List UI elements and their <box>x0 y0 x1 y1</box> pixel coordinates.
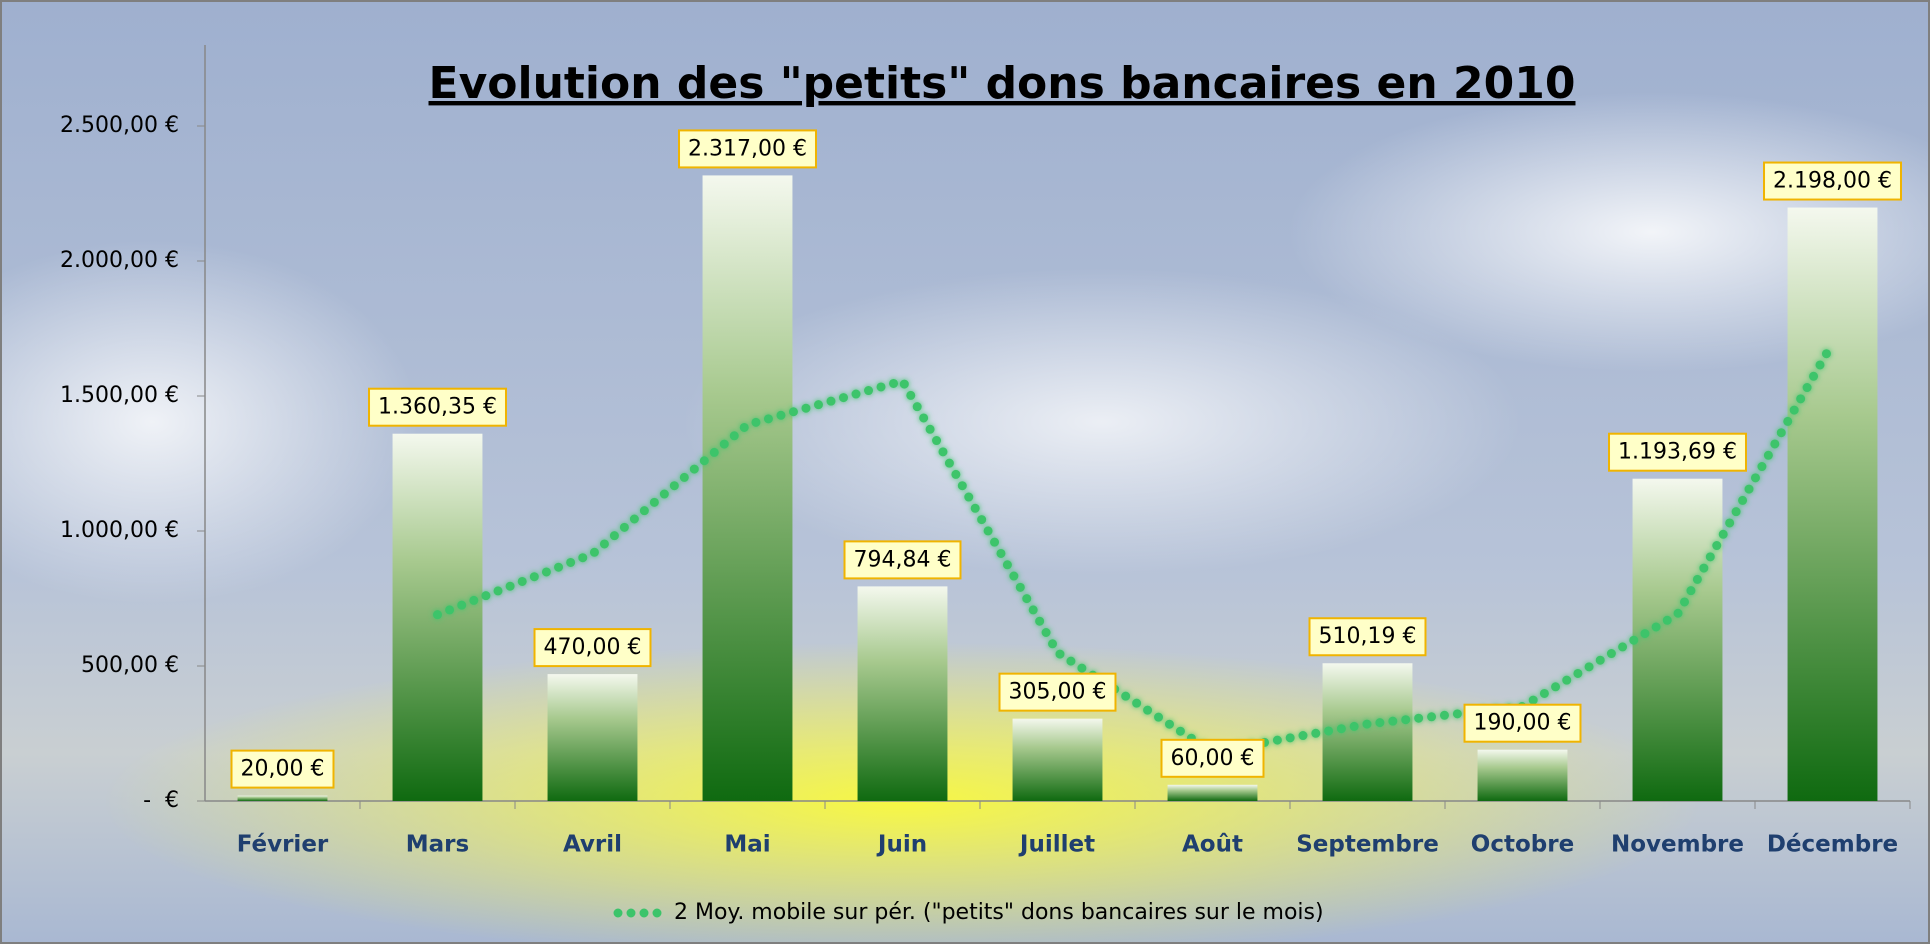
chart-area: Evolution des "petits" dons bancaires en… <box>0 0 1930 944</box>
x-tick-label: Septembre <box>1296 832 1439 858</box>
bar <box>1478 750 1568 801</box>
value-label-text: 60,00 € <box>1171 746 1255 771</box>
bar <box>1323 663 1413 801</box>
value-label: 470,00 € <box>535 629 651 666</box>
x-tick-label: Juin <box>876 832 927 858</box>
bar <box>238 796 328 801</box>
value-label-text: 794,84 € <box>854 547 952 572</box>
x-tick-label: Août <box>1182 832 1243 858</box>
value-label-text: 2.317,00 € <box>688 136 807 161</box>
moving-average-line <box>438 343 1833 752</box>
chart: Evolution des "petits" dons bancaires en… <box>2 2 1928 942</box>
value-label: 1.360,35 € <box>369 389 506 426</box>
x-tick-label: Décembre <box>1767 832 1898 858</box>
x-tick-label: Mars <box>406 832 469 858</box>
bar <box>548 674 638 801</box>
x-tick-label: Novembre <box>1611 832 1744 858</box>
value-label: 2.317,00 € <box>679 130 816 167</box>
bar <box>858 586 948 801</box>
y-tick-label: 500,00 € <box>81 653 179 678</box>
legend-label: 2 Moy. mobile sur pér. ("petits" dons ba… <box>674 900 1324 925</box>
value-label: 510,19 € <box>1310 618 1426 655</box>
value-label-text: 20,00 € <box>241 757 325 782</box>
y-tick-label: 2.500,00 € <box>60 113 179 138</box>
y-tick-label: 2.000,00 € <box>60 248 179 273</box>
y-tick-label: 1.000,00 € <box>60 518 179 543</box>
bar <box>1013 719 1103 801</box>
bar <box>1633 479 1723 801</box>
bar <box>703 175 793 801</box>
x-tick-label: Juillet <box>1018 832 1095 858</box>
value-label-text: 2.198,00 € <box>1773 169 1892 194</box>
value-label: 190,00 € <box>1465 705 1581 742</box>
value-label: 20,00 € <box>232 751 334 788</box>
value-label: 2.198,00 € <box>1764 163 1901 200</box>
value-label: 1.193,69 € <box>1609 434 1746 471</box>
bar <box>1168 785 1258 801</box>
value-label-text: 305,00 € <box>1009 680 1107 705</box>
value-label: 305,00 € <box>1000 674 1116 711</box>
bar <box>1788 208 1878 801</box>
value-label-text: 1.360,35 € <box>378 395 497 420</box>
value-label-text: 1.193,69 € <box>1618 440 1737 465</box>
value-label: 794,84 € <box>845 541 961 578</box>
value-label-text: 470,00 € <box>544 635 642 660</box>
chart-title: Evolution des "petits" dons bancaires en… <box>429 58 1576 109</box>
x-tick-label: Février <box>237 832 329 858</box>
value-label-text: 190,00 € <box>1474 711 1572 736</box>
y-tick-label: - € <box>143 788 179 813</box>
x-tick-label: Mai <box>724 832 770 858</box>
x-tick-label: Octobre <box>1471 832 1574 858</box>
y-tick-label: 1.500,00 € <box>60 383 179 408</box>
value-label-text: 510,19 € <box>1319 624 1417 649</box>
value-label: 60,00 € <box>1162 740 1264 777</box>
x-tick-label: Avril <box>563 832 622 858</box>
legend: 2 Moy. mobile sur pér. ("petits" dons ba… <box>618 900 1324 925</box>
